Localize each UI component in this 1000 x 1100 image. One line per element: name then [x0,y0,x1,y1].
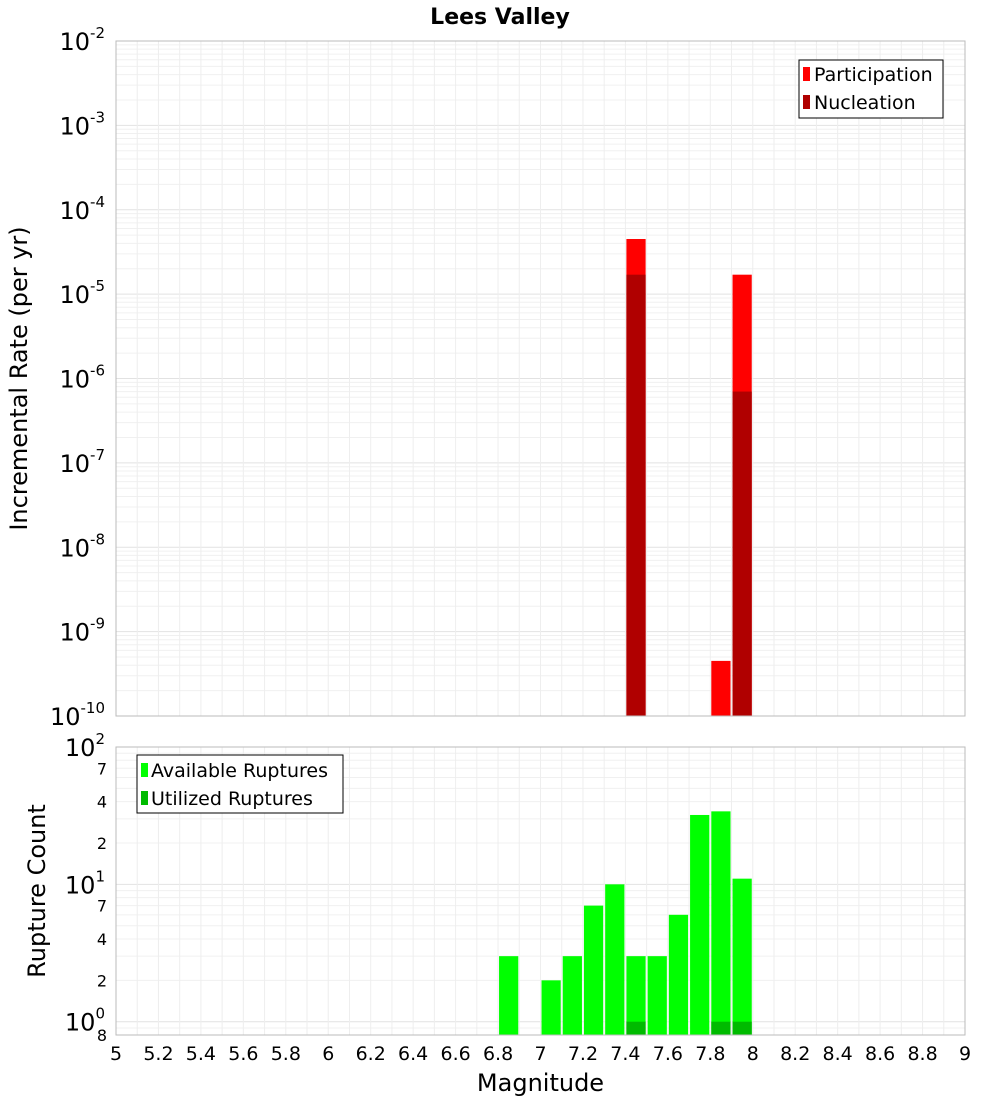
legend-swatch [141,791,148,805]
available-ruptures-bar [562,956,582,1035]
top-legend: Participation Nucleation [798,59,944,119]
top-y-axis-label: Incremental Rate (per yr) [5,226,33,530]
participation-nucleation-panel: 10-10 10-9 10-8 10-7 10-6 10-5 10-4 10-3 10-2 In… [5,24,966,731]
available-ruptures-bar [732,878,752,1035]
y-minor-tick-label: 7 [97,897,107,916]
y-tick-label: 10-8 [59,530,105,562]
legend-swatch [141,763,148,777]
x-tick-label: 8.4 [823,1043,853,1065]
legend-box [136,754,344,814]
x-ticks: 5 5.2 5.4 5.6 5.8 6 6.2 6.4 6.6 6.8 7 7.2 7.4 7.6 7.8 8… [110,1043,971,1065]
nucleation-bar [732,391,752,716]
available-ruptures-bar [583,905,604,1035]
y-tick-label: 10-7 [59,446,105,478]
x-tick-label: 8 [747,1043,759,1065]
y-tick-label: 101 [65,867,105,899]
x-tick-label: 7.4 [610,1043,640,1065]
legend-box [798,59,944,119]
x-tick-label: 8.2 [780,1043,810,1065]
nucleation-bar [626,274,646,716]
available-ruptures-bar [647,956,667,1035]
y-tick-label: 100 [65,1005,105,1037]
rupture-count-panel: 100 101 102 8 2 4 7 2 4 7 Rupture Count Available… [23,730,971,1097]
x-tick-label: 6.2 [356,1043,386,1065]
x-tick-label: 6.4 [398,1043,428,1065]
y-minor-tick-label: 2 [97,971,107,990]
top-grid [115,41,966,717]
y-minor-tick-label: 4 [97,930,107,949]
available-ruptures-bar [499,956,519,1035]
bottom-y-axis-label: Rupture Count [23,804,51,978]
y-tick-label: 10-3 [59,108,105,140]
x-tick-label: 7 [534,1043,546,1065]
top-y-ticks: 10-10 10-9 10-8 10-7 10-6 10-5 10-4 10-3 10-2 [50,24,105,731]
x-tick-label: 5.8 [271,1043,301,1065]
utilized-ruptures-bar [626,1021,646,1035]
x-tick-label: 5.4 [186,1043,216,1065]
y-minor-tick-label: 4 [97,793,107,812]
bottom-bars [499,811,752,1035]
y-minor-tick-label: 2 [97,834,107,853]
y-tick-label: 102 [65,730,105,762]
chart-title: Lees Valley [430,5,570,30]
legend-label: Available Ruptures [151,760,328,782]
available-ruptures-bar [690,814,710,1035]
y-tick-label: 10-5 [59,277,105,309]
participation-bar [711,660,731,716]
top-bars [626,239,752,716]
bottom-y-ticks: 100 101 102 8 2 4 7 2 4 7 [65,730,107,1045]
available-ruptures-bar [711,811,731,1035]
available-ruptures-bar [605,884,625,1035]
utilized-ruptures-bar [732,1021,752,1035]
x-tick-label: 5.6 [228,1043,258,1065]
legend-label: Utilized Ruptures [151,788,313,810]
x-axis-label: Magnitude [477,1069,604,1097]
y-tick-label: 10-4 [59,193,105,225]
y-tick-label: 10-10 [50,699,105,731]
available-ruptures-bar [626,956,646,1035]
y-minor-tick-label: 8 [97,1026,107,1045]
x-tick-label: 6.6 [440,1043,470,1065]
top-plot-frame [115,40,966,717]
available-ruptures-bar [541,980,561,1035]
x-tick-label: 8.8 [907,1043,937,1065]
available-ruptures-bar [668,914,689,1035]
legend-label: Participation [814,64,933,86]
x-tick-label: 7.2 [568,1043,598,1065]
x-tick-label: 7.6 [653,1043,683,1065]
y-tick-label: 10-9 [59,615,105,647]
legend-label: Nucleation [814,92,916,114]
x-tick-label: 5 [110,1043,122,1065]
legend-swatch [803,95,810,109]
legend-swatch [803,67,810,81]
x-tick-label: 5.2 [143,1043,173,1065]
bottom-plot-frame [115,746,966,1036]
y-minor-tick-label: 7 [97,759,107,778]
x-tick-label: 7.8 [695,1043,725,1065]
y-tick-label: 10-6 [59,362,105,394]
x-tick-label: 9 [959,1043,971,1065]
x-tick-label: 8.6 [865,1043,895,1065]
bottom-legend: Available Ruptures Utilized Ruptures [136,754,344,814]
y-tick-label: 10-2 [59,24,105,56]
utilized-ruptures-bar [711,1021,731,1035]
x-tick-label: 6 [322,1043,334,1065]
x-tick-label: 6.8 [483,1043,513,1065]
